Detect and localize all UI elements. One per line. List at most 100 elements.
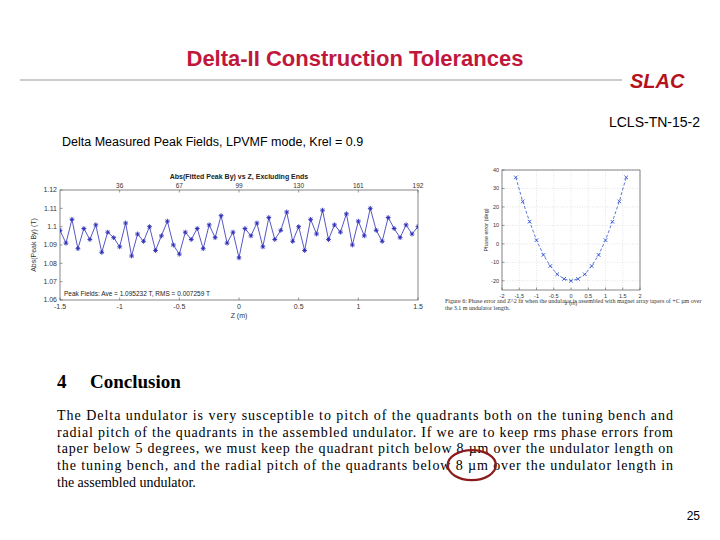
- x-tick: [179, 298, 180, 301]
- x-tick-label: 1: [604, 293, 607, 299]
- x-tick: [502, 288, 503, 291]
- x-tick-label: 1.5: [413, 303, 423, 310]
- data-point: [344, 211, 349, 216]
- data-group: [60, 206, 418, 260]
- data-point: [398, 235, 403, 240]
- data-point: [60, 228, 62, 233]
- data-point: [76, 246, 81, 251]
- data-point: [521, 200, 525, 204]
- data-point: [70, 217, 75, 222]
- data-point: [177, 252, 182, 257]
- top-tick: [358, 190, 359, 193]
- data-point: [249, 233, 254, 238]
- y-tick: [502, 170, 505, 171]
- data-point: [569, 279, 573, 283]
- reference: LCLS-TN-15-2: [609, 114, 700, 130]
- data-point: [374, 228, 379, 233]
- data-point: [332, 222, 337, 227]
- x-tick-label: -1.5: [515, 293, 524, 299]
- section-heading: Conclusion: [90, 371, 181, 392]
- x-tick-label: -1: [117, 303, 123, 310]
- y-tick-label: 0: [496, 241, 499, 247]
- data-point: [562, 277, 566, 281]
- y-tick-label: 1.1: [47, 223, 57, 230]
- grid-line: [502, 188, 640, 189]
- data-point: [201, 246, 206, 251]
- data-point: [237, 255, 242, 260]
- data-point: [147, 224, 152, 229]
- grid-line: [502, 206, 640, 207]
- top-tick: [179, 190, 180, 193]
- x-tick-label: -0.5: [173, 303, 185, 310]
- text-run: over the undulator length in: [489, 458, 673, 473]
- x-tick: [298, 298, 299, 301]
- x-tick-label: 0: [569, 293, 572, 299]
- data-point: [368, 206, 373, 211]
- circled-text: 8 µm: [456, 458, 488, 473]
- y-tick-label: -10: [491, 259, 499, 265]
- data-point: [135, 232, 140, 237]
- x-tick-label: 1: [356, 303, 360, 310]
- data-point: [624, 176, 628, 180]
- grid-line: [502, 225, 640, 226]
- title-rule: [20, 79, 622, 80]
- plot-frame: [60, 190, 418, 300]
- grid-line: [536, 170, 537, 290]
- x-tick-label: 2: [638, 293, 641, 299]
- y-tick: [502, 188, 505, 189]
- data-point: [404, 222, 409, 227]
- x-tick: [536, 288, 537, 291]
- data-point: [326, 237, 331, 242]
- plot-frame: [502, 170, 640, 290]
- x-tick: [605, 288, 606, 291]
- grid-line: [553, 170, 554, 290]
- data-point: [386, 215, 391, 220]
- data-point: [117, 244, 122, 249]
- data-point: [392, 226, 397, 231]
- top-tick-label: 130: [293, 182, 304, 189]
- data-point: [308, 217, 313, 222]
- y-tick-label: 1.06: [43, 296, 57, 303]
- data-point: [93, 222, 98, 227]
- data-point: [535, 238, 539, 242]
- x-tick: [640, 288, 641, 291]
- data-point: [380, 239, 385, 244]
- y-tick: [502, 225, 505, 226]
- logo: SLAC: [630, 70, 685, 92]
- data-point: [64, 241, 69, 246]
- data-point: [81, 226, 86, 231]
- data-point: [225, 241, 230, 246]
- data-point: [255, 221, 260, 226]
- x-tick: [588, 288, 589, 291]
- paragraph-line: taper below 5 degrees, we must keep the …: [57, 441, 673, 456]
- grid-line: [588, 170, 589, 290]
- x-tick-label: 0.5: [584, 293, 592, 299]
- data-point: [549, 264, 553, 268]
- y-tick-label: 10: [493, 222, 499, 228]
- y-tick: [60, 263, 63, 264]
- data-point: [207, 222, 212, 227]
- paragraph-line: The Delta undulator is very susceptible …: [57, 408, 673, 423]
- data-point: [159, 233, 164, 238]
- data-point: [314, 232, 319, 237]
- y-tick: [502, 262, 505, 263]
- x-tick-label: 0.5: [294, 303, 304, 310]
- series-line: [60, 208, 418, 257]
- data-group: [514, 176, 628, 283]
- data-point: [338, 230, 343, 235]
- data-point: [618, 200, 622, 204]
- chart: -2-1.5-1-0.500.511.52-20-10010203040z (m…: [483, 167, 642, 306]
- data-point: [99, 250, 104, 255]
- y-tick-label: 1.09: [43, 241, 57, 248]
- y-axis-label: Abs(Peak By) (T): [30, 218, 38, 272]
- y-tick-label: 1.07: [43, 278, 57, 285]
- slide-title: Delta-II Construction Tolerances: [187, 46, 524, 71]
- x-tick: [358, 298, 359, 301]
- chart-title: Abs(Fitted Peak By) vs Z, Excluding Ends: [170, 173, 309, 181]
- x-tick-label: 1.5: [619, 293, 627, 299]
- section-number: 4: [57, 371, 67, 392]
- data-point: [266, 215, 271, 220]
- data-point: [153, 248, 158, 253]
- y-tick-label: 1.12: [43, 186, 57, 193]
- data-point: [141, 239, 146, 244]
